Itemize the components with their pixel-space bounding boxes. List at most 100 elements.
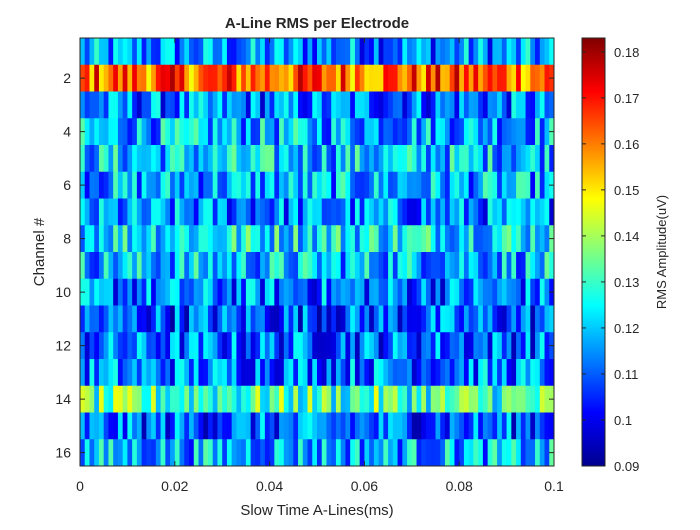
heatmap-cell [94, 385, 100, 413]
heatmap-cell [298, 439, 304, 467]
heatmap-cell [421, 439, 427, 467]
heatmap-cell [454, 91, 460, 119]
heatmap-cell [454, 225, 460, 253]
heatmap-cell [141, 278, 147, 306]
heatmap-cell [307, 359, 313, 387]
heatmap-cell [335, 91, 342, 119]
heatmap-cell [89, 412, 95, 440]
heatmap-cell [117, 38, 124, 66]
heatmap-cell [402, 359, 408, 387]
heatmap-cell [302, 359, 308, 387]
heatmap-cell [326, 278, 332, 306]
heatmap-cell [279, 439, 285, 467]
heatmap-cell [444, 332, 451, 360]
heatmap-cell [321, 412, 327, 440]
heatmap-cell [326, 91, 332, 119]
heatmap-cell [103, 439, 109, 467]
heatmap-cell [307, 412, 313, 440]
heatmap-cell [345, 439, 351, 467]
heatmap-cell [421, 225, 427, 253]
heatmap-cell [80, 412, 86, 440]
heatmap-cell [155, 385, 161, 413]
heatmap-cell [492, 359, 498, 387]
heatmap-cell [317, 412, 323, 440]
heatmap-cell [402, 252, 408, 280]
heatmap-cell [335, 64, 342, 92]
heatmap-cell [321, 38, 327, 66]
heatmap-cell [279, 64, 285, 92]
heatmap-cell [113, 118, 119, 146]
heatmap-cell [364, 118, 370, 146]
heatmap-cell [312, 64, 318, 92]
heatmap-cell [340, 278, 346, 306]
heatmap-cell [463, 305, 470, 333]
heatmap-cell [103, 385, 109, 413]
heatmap-cell [317, 118, 323, 146]
heatmap-cell [487, 385, 493, 413]
y-tick-label: 12 [55, 338, 71, 354]
heatmap-cell [174, 198, 180, 226]
heatmap-cell [530, 171, 536, 199]
heatmap-cell [89, 225, 95, 253]
heatmap-cell [364, 38, 370, 66]
heatmap-cell [359, 145, 365, 173]
heatmap-cell [302, 64, 308, 92]
heatmap-cell [482, 412, 489, 440]
heatmap-cell [108, 145, 114, 173]
heatmap-cell [407, 225, 413, 253]
heatmap-cell [454, 278, 460, 306]
heatmap-cell [539, 332, 545, 360]
heatmap-cell [359, 198, 365, 226]
heatmap-cell [217, 145, 223, 173]
heatmap-cell [293, 385, 299, 413]
heatmap-cell [317, 252, 323, 280]
heatmap-cell [411, 118, 417, 146]
chart-title: A-Line RMS per Electrode [225, 15, 409, 32]
heatmap-cell [269, 305, 275, 333]
heatmap-cell [174, 439, 180, 467]
heatmap-cell [354, 145, 361, 173]
heatmap-cell [170, 91, 176, 119]
heatmap-cell [511, 64, 517, 92]
heatmap-cell [544, 145, 550, 173]
heatmap-cell [473, 91, 479, 119]
heatmap-cell [345, 198, 351, 226]
heatmap-cell [506, 38, 512, 66]
heatmap-cell [127, 198, 133, 226]
heatmap-cell [506, 332, 512, 360]
heatmap-cell [245, 91, 252, 119]
heatmap-cell [170, 305, 176, 333]
heatmap-cell [193, 359, 199, 387]
heatmap-cell [421, 252, 427, 280]
heatmap-cell [435, 332, 441, 360]
plot-frame [79, 37, 555, 467]
heatmap-cell [340, 412, 346, 440]
heatmap-cell [179, 252, 185, 280]
heatmap-cell [335, 118, 342, 146]
heatmap-cell [397, 171, 403, 199]
heatmap-cell [388, 91, 394, 119]
heatmap-cell [132, 252, 138, 280]
heatmap-cell [245, 332, 252, 360]
heatmap-cell [345, 225, 351, 253]
heatmap-cell [544, 439, 550, 467]
heatmap-cell [331, 412, 337, 440]
heatmap-cell [298, 118, 304, 146]
heatmap-cell [501, 332, 507, 360]
heatmap-cell [392, 412, 398, 440]
heatmap-cell [454, 145, 460, 173]
heatmap-cell [440, 198, 446, 226]
heatmap-cell [170, 145, 176, 173]
heatmap-cell [117, 439, 124, 467]
heatmap-cell [449, 412, 455, 440]
heatmap-cell [226, 145, 233, 173]
heatmap-cell [463, 64, 470, 92]
heatmap-cell [136, 278, 143, 306]
heatmap-cell [326, 225, 332, 253]
heatmap-cell [511, 38, 517, 66]
heatmap-cell [94, 118, 100, 146]
heatmap-cell [141, 252, 147, 280]
heatmap-cell [388, 198, 394, 226]
heatmap-cell [411, 38, 417, 66]
heatmap-cell [307, 225, 313, 253]
